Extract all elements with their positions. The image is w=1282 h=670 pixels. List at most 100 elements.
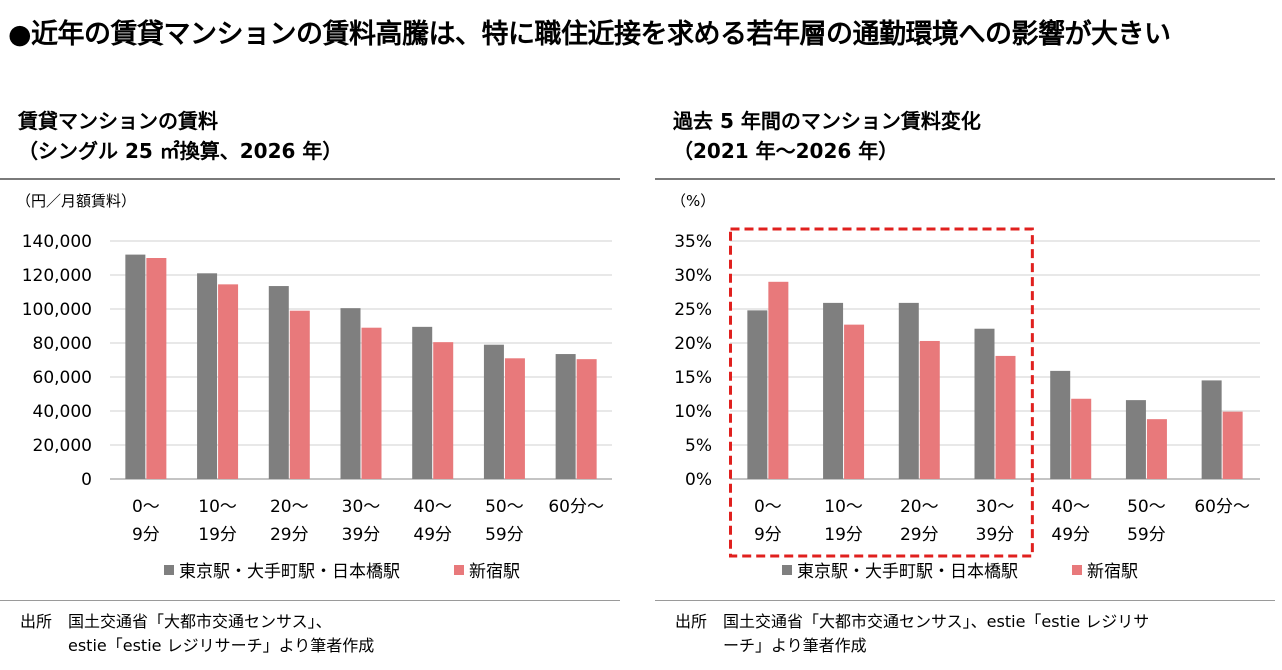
bar-tokyo [268, 286, 289, 479]
bottom-rule [655, 600, 1275, 601]
bar-shinjuku [1222, 411, 1243, 479]
bar-tokyo [823, 302, 844, 479]
source-label: 出所 [675, 612, 708, 631]
source-line1: 国土交通省「大都市交通センサス」、estie「estie レジリサ [723, 612, 1150, 631]
x-tick-label: 9分 [132, 525, 160, 545]
rent-level-bar-chart: 0 20,000 40,000 60,000 80,000 100,000 120,000 1… [22, 232, 612, 582]
rent-change-panel: 過去 5 年間のマンション賃料変化 （2021 年〜2026 年） （%） 0%… [655, 100, 1275, 670]
x-tick-label: 49分 [1051, 525, 1090, 545]
y-tick-label: 5% [685, 436, 712, 456]
unit-label: （%） [671, 192, 716, 210]
x-tick-label: 10〜 [198, 497, 237, 517]
y-tick-label: 120,000 [22, 266, 92, 286]
bar-shinjuku [218, 284, 239, 479]
bar-shinjuku [919, 340, 940, 479]
x-tick-label: 29分 [270, 525, 309, 545]
source-line2: estie「estie レジリサーチ」より筆者作成 [68, 636, 375, 655]
x-tick-label: 30〜 [976, 497, 1015, 517]
chart-title-line2: （2021 年〜2026 年） [673, 139, 899, 163]
bar-shinjuku [576, 359, 597, 479]
x-tick-label: 29分 [900, 525, 939, 545]
x-tick-label: 0〜 [754, 497, 782, 517]
x-tick-label: 49分 [413, 525, 452, 545]
bar-tokyo [747, 310, 768, 479]
x-tick-label: 0〜 [132, 497, 160, 517]
x-tick-label: 60分〜 [548, 497, 604, 517]
bar-tokyo [340, 308, 361, 479]
bar-tokyo [555, 354, 576, 479]
source-note: 出所 国土交通省「大都市交通センサス」、estie「estie レジリサ ーチ」よ… [675, 610, 1149, 658]
y-tick-label: 0% [685, 470, 712, 490]
bar-shinjuku [361, 327, 382, 479]
x-tick-label: 30〜 [342, 497, 381, 517]
bar-tokyo [197, 273, 218, 479]
headline: ●近年の賃貸マンションの賃料高騰は、特に職住近接を求める若年層の通勤環境への影響… [8, 19, 1171, 50]
source-note: 出所 国土交通省「大都市交通センサス」、 estie「estie レジリサーチ」よ… [20, 610, 374, 658]
x-tick-label: 39分 [976, 525, 1015, 545]
source-line1: 国土交通省「大都市交通センサス」、 [68, 612, 332, 631]
bar-tokyo [412, 326, 433, 479]
x-tick-label: 20〜 [270, 497, 309, 517]
bar-shinjuku [768, 281, 789, 479]
bar-tokyo [1125, 400, 1146, 479]
x-tick-label: 50〜 [485, 497, 524, 517]
y-tick-label: 10% [674, 402, 712, 422]
source-line2: ーチ」より筆者作成 [723, 636, 867, 655]
x-tick-label: 10〜 [824, 497, 863, 517]
x-tick-label: 9分 [754, 525, 782, 545]
legend-label-shinjuku: 新宿駅 [469, 562, 520, 582]
bottom-rule [0, 600, 620, 601]
x-tick-label: 19分 [198, 525, 237, 545]
bar-tokyo [898, 302, 919, 479]
bar-shinjuku [146, 258, 167, 479]
legend-swatch-shinjuku [1072, 565, 1082, 575]
bar-tokyo [974, 328, 995, 479]
y-tick-label: 60,000 [33, 368, 92, 388]
bar-tokyo [483, 344, 504, 479]
x-tick-label: 60分〜 [1194, 497, 1250, 517]
legend-swatch-tokyo [782, 565, 792, 575]
y-tick-label: 35% [674, 232, 712, 252]
y-tick-label: 30% [674, 266, 712, 286]
chart-title: 賃貸マンションの賃料 （シングル 25 ㎡換算、2026 年） [18, 106, 342, 166]
y-tick-label: 80,000 [33, 334, 92, 354]
bar-tokyo [125, 254, 146, 479]
x-tick-label: 19分 [824, 525, 863, 545]
x-tick-label: 20〜 [900, 497, 939, 517]
x-tick-label: 40〜 [413, 497, 452, 517]
y-tick-label: 0 [81, 470, 92, 490]
legend-label-tokyo: 東京駅・大手町駅・日本橋駅 [797, 562, 1018, 582]
y-tick-label: 140,000 [22, 232, 92, 252]
chart-title: 過去 5 年間のマンション賃料変化 （2021 年〜2026 年） [673, 106, 981, 166]
rent-change-bar-chart: 0% 5% 10% 15% 20% 25% 30% 35% 0〜 9分 10〜 19分 20〜 29分 30… [674, 227, 1260, 582]
x-tick-label: 40〜 [1051, 497, 1090, 517]
y-tick-label: 20,000 [33, 436, 92, 456]
x-tick-label: 59分 [485, 525, 524, 545]
y-tick-label: 40,000 [33, 402, 92, 422]
legend-label-tokyo: 東京駅・大手町駅・日本橋駅 [179, 562, 400, 582]
bar-shinjuku [995, 355, 1016, 479]
y-tick-label: 25% [674, 300, 712, 320]
bar-tokyo [1201, 380, 1222, 479]
chart-title-line2: （シングル 25 ㎡換算、2026 年） [18, 139, 343, 163]
bar-tokyo [1050, 370, 1071, 479]
rent-level-panel: 賃貸マンションの賃料 （シングル 25 ㎡換算、2026 年） （円／月額賃料）… [0, 100, 620, 670]
chart-title-line1: 過去 5 年間のマンション賃料変化 [673, 109, 981, 133]
x-tick-label: 39分 [342, 525, 381, 545]
legend-swatch-shinjuku [454, 565, 464, 575]
y-tick-label: 20% [674, 334, 712, 354]
bar-shinjuku [1146, 419, 1167, 479]
y-tick-label: 100,000 [22, 300, 92, 320]
bar-shinjuku [504, 358, 525, 479]
top-rule [655, 178, 1275, 180]
top-rule [0, 178, 620, 180]
legend-swatch-tokyo [164, 565, 174, 575]
unit-label: （円／月額賃料） [16, 192, 137, 210]
source-label: 出所 [20, 612, 53, 631]
x-tick-label: 59分 [1127, 525, 1166, 545]
highlight-box [729, 227, 1034, 558]
x-tick-label: 50〜 [1127, 497, 1166, 517]
legend-label-shinjuku: 新宿駅 [1087, 562, 1138, 582]
bar-shinjuku [289, 310, 310, 479]
y-tick-label: 15% [674, 368, 712, 388]
